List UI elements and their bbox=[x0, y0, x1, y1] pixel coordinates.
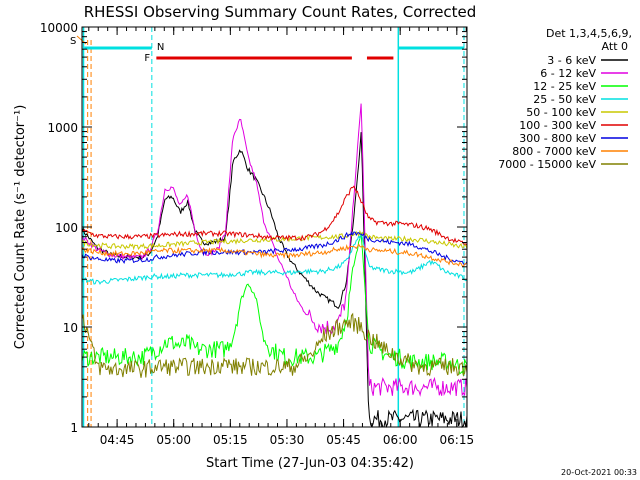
y-axis-label: Corrected Count Rate (s⁻¹ detector⁻¹) bbox=[13, 105, 28, 350]
legend-label-6: 300 - 800 keV bbox=[519, 132, 596, 145]
x-axis-label: Start Time (27-Jun-03 04:35:42) bbox=[206, 456, 414, 471]
legend-label-5: 100 - 300 keV bbox=[519, 119, 596, 132]
x-tick-label-6: 06:15 bbox=[440, 433, 475, 447]
x-tick-label-3: 05:30 bbox=[270, 433, 305, 447]
y-tick-label-3: 1000 bbox=[47, 121, 78, 135]
legend-label-0: 3 - 6 keV bbox=[547, 54, 596, 67]
marker-label-f: F bbox=[144, 53, 150, 64]
y-tick-label-1: 10 bbox=[63, 321, 78, 335]
y-tick-label-0: 1 bbox=[70, 421, 78, 435]
legend-label-1: 6 - 12 keV bbox=[540, 67, 596, 80]
chart-title: RHESSI Observing Summary Count Rates, Co… bbox=[84, 3, 477, 21]
x-tick-label-5: 06:00 bbox=[383, 433, 418, 447]
x-tick-label-2: 05:15 bbox=[213, 433, 248, 447]
x-tick-label-1: 05:00 bbox=[156, 433, 191, 447]
legend-label-2: 12 - 25 keV bbox=[533, 80, 596, 93]
x-tick-label-0: 04:45 bbox=[100, 433, 135, 447]
series-line-6 bbox=[81, 231, 468, 266]
x-tick-label-4: 05:45 bbox=[326, 433, 361, 447]
series-line-5 bbox=[81, 185, 468, 246]
axes: 04:45 05:00 05:15 05:30 05:45 06:00 06:15 1 10 10… bbox=[40, 21, 474, 447]
series-line-3 bbox=[81, 232, 468, 285]
y-tick-label-2: 100 bbox=[55, 221, 78, 235]
series-line-2 bbox=[81, 232, 468, 376]
legend-label-3: 25 - 50 keV bbox=[533, 93, 596, 106]
marker-label-s: S bbox=[70, 36, 76, 47]
legend-title: Det 1,3,4,5,6,9, bbox=[546, 27, 632, 40]
y-tick-label-4: 10000 bbox=[40, 21, 78, 35]
footer-date: 20-Oct-2021 00:33 bbox=[561, 468, 637, 477]
series-line-1 bbox=[81, 103, 468, 397]
legend-label-7: 800 - 7000 keV bbox=[512, 145, 596, 158]
series-lines bbox=[81, 103, 468, 429]
legend-label-4: 50 - 100 keV bbox=[526, 106, 596, 119]
marker-label-n: N bbox=[157, 42, 164, 53]
series-line-4 bbox=[81, 229, 468, 251]
series-line-7 bbox=[81, 243, 468, 268]
series-line-8 bbox=[81, 312, 468, 378]
legend-label-8: 7000 - 15000 keV bbox=[498, 158, 596, 171]
legend-subtitle: Att 0 bbox=[602, 40, 628, 53]
